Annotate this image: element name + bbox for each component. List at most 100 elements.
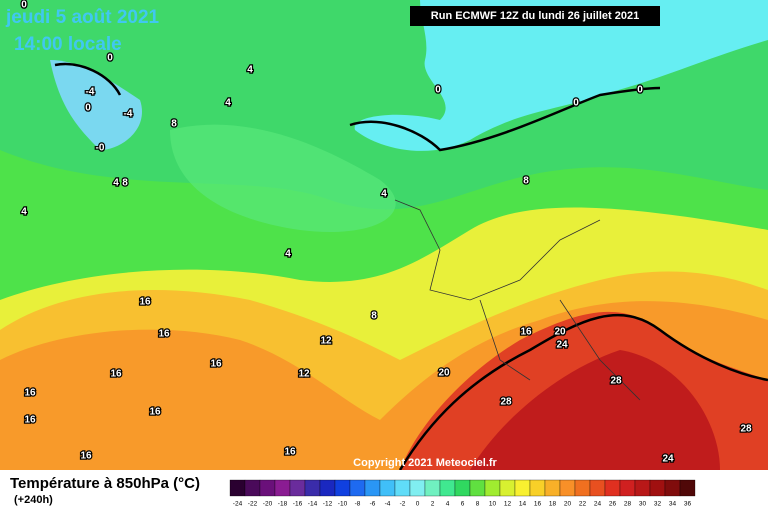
color-swatch <box>394 479 411 497</box>
color-swatch <box>544 479 561 497</box>
color-swatch <box>334 479 351 497</box>
color-swatch <box>484 479 501 497</box>
colorbar-label: -18 <box>278 501 288 508</box>
contour-label: 28 <box>610 376 622 387</box>
colorbar-label: -24 <box>233 501 243 508</box>
colorbar-label: 32 <box>654 501 662 508</box>
run-info: Run ECMWF 12Z du lundi 26 juillet 2021 <box>431 10 639 22</box>
contour-label: 12 <box>320 336 332 347</box>
color-swatch <box>634 479 651 497</box>
contour-label: 8 <box>523 176 529 187</box>
contour-label: 4 <box>247 65 253 76</box>
colorbar: -24 -22 -20 -18 -16 -14 -12 -10 -8 -6 -4 -2 0 2 4 6 8 10 1… <box>229 479 696 508</box>
colorbar-label: 12 <box>504 501 512 508</box>
color-swatch <box>289 479 306 497</box>
colorbar-label: 16 <box>534 501 542 508</box>
colorbar-label: -14 <box>308 501 318 508</box>
colorbar-label: 10 <box>489 501 497 508</box>
color-swatch <box>469 479 486 497</box>
colorbar-label: -16 <box>293 501 303 508</box>
color-swatch <box>559 479 576 497</box>
colorbar-label: -22 <box>248 501 258 508</box>
contour-label: 28 <box>500 397 512 408</box>
contour-label: 8 <box>371 311 377 322</box>
colorbar-label: 26 <box>609 501 617 508</box>
color-swatch <box>259 479 276 497</box>
colorbar-label: -8 <box>355 501 361 508</box>
colorbar-label: 34 <box>669 501 677 508</box>
colorbar-label: 20 <box>564 501 572 508</box>
contour-label: 4 <box>21 207 27 218</box>
colorbar-label: 4 <box>446 501 450 508</box>
color-swatch <box>319 479 336 497</box>
contour-label: 0 <box>573 98 579 109</box>
color-swatch <box>589 479 606 497</box>
colorbar-label: -10 <box>338 501 348 508</box>
contour-label: 20 <box>554 327 566 338</box>
time: 14:00 locale <box>14 34 122 55</box>
colorbar-label: -20 <box>263 501 273 508</box>
contour-label: 24 <box>556 340 568 351</box>
map-fields <box>0 0 768 470</box>
contour-label: 8 <box>171 119 177 130</box>
contour-label: 20 <box>438 368 450 379</box>
color-swatch <box>514 479 531 497</box>
contour-label: 0 <box>85 103 91 114</box>
contour-label: 8 <box>122 178 128 189</box>
color-swatch <box>439 479 456 497</box>
colorbar-label: -6 <box>370 501 376 508</box>
color-swatch <box>364 479 381 497</box>
contour-label: 16 <box>149 407 161 418</box>
colorbar-label: 14 <box>519 501 527 508</box>
contour-label: 16 <box>80 451 92 462</box>
colorbar-label: 28 <box>624 501 632 508</box>
colorbar-label: 6 <box>461 501 465 508</box>
contour-label: -0 <box>96 143 105 154</box>
contour-label: 16 <box>284 447 296 458</box>
contour-label: 16 <box>24 415 36 426</box>
colorbar-label: 22 <box>579 501 587 508</box>
contour-label: 16 <box>24 388 36 399</box>
lead-time: (+240h) <box>14 494 53 506</box>
contour-label: 16 <box>210 359 222 370</box>
color-swatch <box>619 479 636 497</box>
color-swatch <box>379 479 396 497</box>
colorbar-label: -12 <box>323 501 333 508</box>
colorbar-label: 30 <box>639 501 647 508</box>
colorbar-label: -2 <box>400 501 406 508</box>
color-swatch <box>424 479 441 497</box>
color-swatch <box>409 479 426 497</box>
contour-label: 4 <box>113 178 119 189</box>
run-box <box>410 6 660 26</box>
colorbar-label: 8 <box>476 501 480 508</box>
contour-label: 4 <box>225 98 231 109</box>
colorbar-label: -4 <box>385 501 391 508</box>
copyright: Copyright 2021 Meteociel.fr <box>353 457 497 469</box>
colorbar-label: 0 <box>416 501 420 508</box>
color-swatch <box>679 479 696 497</box>
contour-label: 4 <box>285 249 291 260</box>
color-swatch <box>454 479 471 497</box>
contour-label: -4 <box>86 87 95 98</box>
color-swatch <box>664 479 681 497</box>
contour-label: 16 <box>158 329 170 340</box>
contour-label: 0 <box>435 85 441 96</box>
contour-label: 0 <box>21 0 27 11</box>
contour-label: 24 <box>662 454 674 465</box>
colorbar-label: 24 <box>594 501 602 508</box>
colorbar-label: 2 <box>431 501 435 508</box>
color-swatch <box>229 479 246 497</box>
contour-label: 16 <box>520 327 532 338</box>
contour-label: 16 <box>110 369 122 380</box>
date: jeudi 5 août 2021 <box>5 7 160 28</box>
color-swatch <box>499 479 516 497</box>
color-swatch <box>604 479 621 497</box>
color-swatch <box>574 479 591 497</box>
color-swatch <box>349 479 366 497</box>
contour-label: 0 <box>637 85 643 96</box>
contour-label: 4 <box>381 189 387 200</box>
color-swatch <box>274 479 291 497</box>
